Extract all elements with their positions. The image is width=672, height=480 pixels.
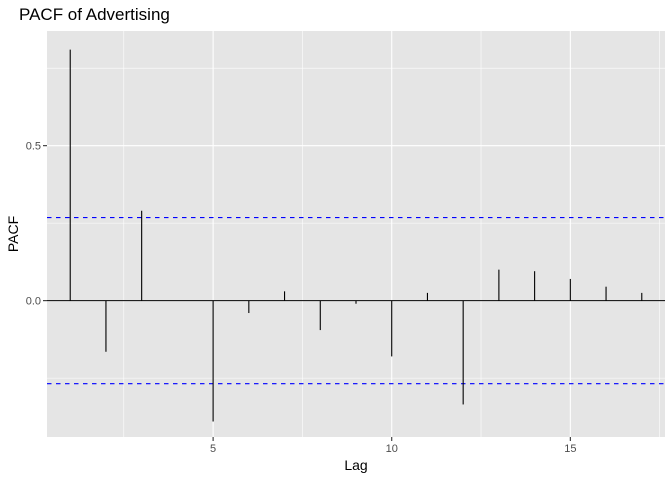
plot-panel: [47, 31, 665, 437]
y-axis-ticks: 0.0 0.5: [26, 141, 47, 308]
x-axis-ticks: 5 10 15: [210, 437, 576, 455]
y-tick-label-0: 0.0: [26, 296, 41, 308]
y-tick-label-1: 0.5: [26, 141, 41, 153]
x-axis-title: Lag: [344, 457, 367, 473]
chart-title: PACF of Advertising: [19, 5, 170, 24]
x-tick-label-2: 15: [564, 443, 576, 455]
x-tick-label-1: 10: [386, 443, 398, 455]
confidence-bounds: [47, 217, 665, 385]
grid-minor: [47, 31, 665, 437]
y-axis-title: PACF: [5, 216, 21, 252]
pacf-bars: [47, 49, 665, 422]
x-tick-label-0: 5: [210, 443, 216, 455]
